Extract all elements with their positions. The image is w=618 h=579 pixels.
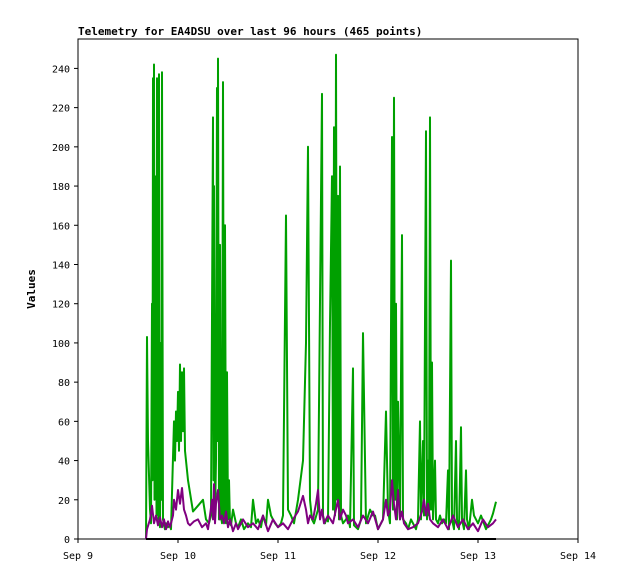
x-tick-label: Sep 12 (360, 551, 396, 562)
y-tick-label: 60 (58, 417, 70, 428)
y-tick-label: 40 (58, 457, 70, 468)
y-axis-label: Values (25, 269, 38, 309)
y-ticks: 0 20 40 60 80 100 120 140 160 180 200 220 240 (52, 64, 78, 546)
y-tick-label: 80 (58, 378, 70, 389)
x-tick-label: Sep 14 (560, 551, 596, 562)
series-line-2 (145, 479, 497, 540)
y-tick-label: 160 (52, 221, 70, 232)
series-line-1 (145, 53, 497, 540)
x-tick-label: Sep 10 (160, 551, 196, 562)
x-tick-label: Sep 9 (63, 551, 93, 562)
y-tick-label: 100 (52, 339, 70, 350)
y-tick-label: 240 (52, 64, 70, 75)
y-tick-label: 180 (52, 182, 70, 193)
y-tick-label: 0 (64, 535, 70, 546)
y-axis-label-group: Values (25, 269, 38, 309)
y-tick-label: 220 (52, 104, 70, 115)
y-tick-label: 140 (52, 260, 70, 271)
y-tick-label: 20 (58, 496, 70, 507)
x-ticks: Sep 9 Sep 10 Sep 11 Sep 12 Sep 13 Sep 14 (63, 539, 596, 562)
x-tick-label: Sep 13 (460, 551, 496, 562)
y-tick-label: 120 (52, 300, 70, 311)
x-tick-label: Sep 11 (260, 551, 296, 562)
series-group (145, 53, 497, 540)
y-tick-label: 200 (52, 143, 70, 154)
chart-title: Telemetry for EA4DSU over last 96 hours … (78, 25, 422, 38)
